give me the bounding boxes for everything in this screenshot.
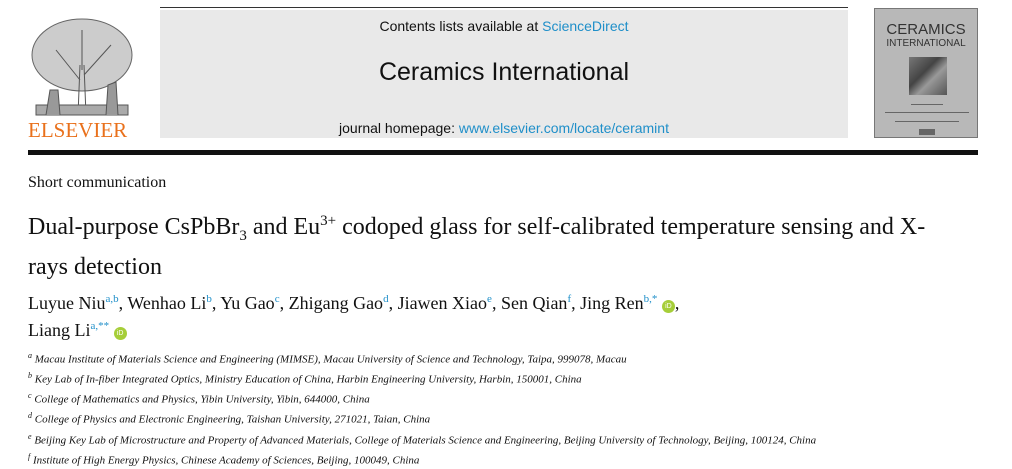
orcid-icon[interactable]: iD <box>661 300 675 313</box>
title-text: and Eu <box>246 214 321 240</box>
author-affiliation-ref[interactable]: a,** <box>90 320 110 332</box>
affiliation: f Institute of High Energy Physics, Chin… <box>28 449 858 469</box>
author[interactable]: Sen Qianf <box>501 293 571 313</box>
affiliation-text: Macau Institute of Materials Science and… <box>34 353 627 366</box>
author-affiliation-ref[interactable]: b <box>206 293 212 305</box>
title-text: Dual-purpose CsPbBr <box>28 214 240 240</box>
author-name[interactable]: Zhigang Gao <box>288 293 384 313</box>
cover-subtitle: INTERNATIONAL <box>886 38 966 49</box>
elsevier-tree-logo-icon <box>31 18 133 116</box>
journal-title: Ceramics International <box>378 58 630 86</box>
contents-line: Contents lists available at ScienceDirec… <box>160 18 848 34</box>
affiliation-text: College of Physics and Electronic Engine… <box>34 414 431 427</box>
journal-banner: Contents lists available at ScienceDirec… <box>160 10 848 138</box>
affiliation: a Macau Institute of Materials Science a… <box>28 348 858 368</box>
cover-line <box>911 104 943 105</box>
author-name[interactable]: Liang Li <box>28 320 91 340</box>
author-affiliation-ref[interactable]: f <box>567 293 572 305</box>
author-name[interactable]: Luyue Niu <box>28 293 106 313</box>
author-name[interactable]: Wenhao Li <box>127 293 207 313</box>
author-affiliation-ref[interactable]: d <box>383 293 389 305</box>
title-text: codoped glass for self-calibrated temper… <box>28 214 926 280</box>
cover-title: CERAMICS <box>886 21 966 38</box>
header-bar <box>28 150 978 155</box>
author-name[interactable]: Jing Ren <box>580 293 644 313</box>
affiliation-key: b <box>28 371 32 381</box>
affiliation-key: c <box>28 391 32 401</box>
homepage-link[interactable]: www.elsevier.com/locate/ceramint <box>458 120 669 136</box>
contents-prefix: Contents lists available at <box>379 18 543 34</box>
author[interactable]: Luyue Niua,b <box>28 293 119 313</box>
title-subscript: 3 <box>239 227 247 244</box>
affiliation-key: e <box>28 431 32 441</box>
affiliation: e Beijing Key Lab of Microstructure and … <box>28 429 858 449</box>
author[interactable]: Liang Lia,** iD <box>28 320 127 340</box>
homepage-line: journal homepage: www.elsevier.com/locat… <box>160 120 848 136</box>
author[interactable]: Zhigang Gaod <box>289 293 389 313</box>
cover-image <box>909 57 947 95</box>
sciencedirect-link[interactable]: ScienceDirect <box>542 18 629 34</box>
author[interactable]: Jing Renb,* iD <box>580 293 675 313</box>
affiliation-key: d <box>28 411 32 421</box>
author[interactable]: Yu Gaoc <box>220 293 279 313</box>
orcid-icon[interactable]: iD <box>113 327 127 340</box>
affiliation-key: a <box>28 351 32 360</box>
affiliation-text: College of Mathematics and Physics, Yibi… <box>34 393 370 406</box>
cover-line <box>885 112 969 113</box>
cover-line <box>895 121 959 122</box>
affiliation-text: Key Lab of In-fiber Integrated Optics, M… <box>34 373 582 386</box>
author-name[interactable]: Sen Qian <box>500 293 568 313</box>
author-name[interactable]: Yu Gao <box>220 293 275 313</box>
author-affiliation-ref[interactable]: e <box>487 293 492 305</box>
affiliation-text: Beijing Key Lab of Microstructure and Pr… <box>34 434 817 447</box>
homepage-prefix: journal homepage: <box>339 120 459 136</box>
affiliation: c College of Mathematics and Physics, Yi… <box>28 388 858 408</box>
author-affiliation-ref[interactable]: a,b <box>105 293 119 305</box>
affiliation-key: f <box>28 451 31 461</box>
article-title: Dual-purpose CsPbBr3 and Eu3+ codoped gl… <box>28 206 928 283</box>
author-list: Luyue Niua,b, Wenhao Lib, Yu Gaoc, Zhiga… <box>28 293 680 340</box>
affiliation-list: a Macau Institute of Materials Science a… <box>28 348 858 469</box>
journal-cover[interactable]: CERAMICS INTERNATIONAL <box>874 8 978 138</box>
author-name[interactable]: Jiawen Xiao <box>397 293 488 313</box>
article-type: Short communication <box>28 174 167 191</box>
header-rule <box>160 7 848 8</box>
author[interactable]: Wenhao Lib <box>127 293 212 313</box>
title-superscript: 3+ <box>320 213 337 229</box>
affiliation-text: Institute of High Energy Physics, Chines… <box>32 454 420 467</box>
author-affiliation-ref[interactable]: b,* <box>643 293 658 305</box>
author-affiliation-ref[interactable]: c <box>274 293 280 305</box>
publisher-logo-text: ELSEVIER <box>28 118 128 142</box>
affiliation: d College of Physics and Electronic Engi… <box>28 408 858 428</box>
cover-line <box>919 129 935 135</box>
affiliation: b Key Lab of In-fiber Integrated Optics,… <box>28 368 858 388</box>
author[interactable]: Jiawen Xiaoe <box>398 293 492 313</box>
